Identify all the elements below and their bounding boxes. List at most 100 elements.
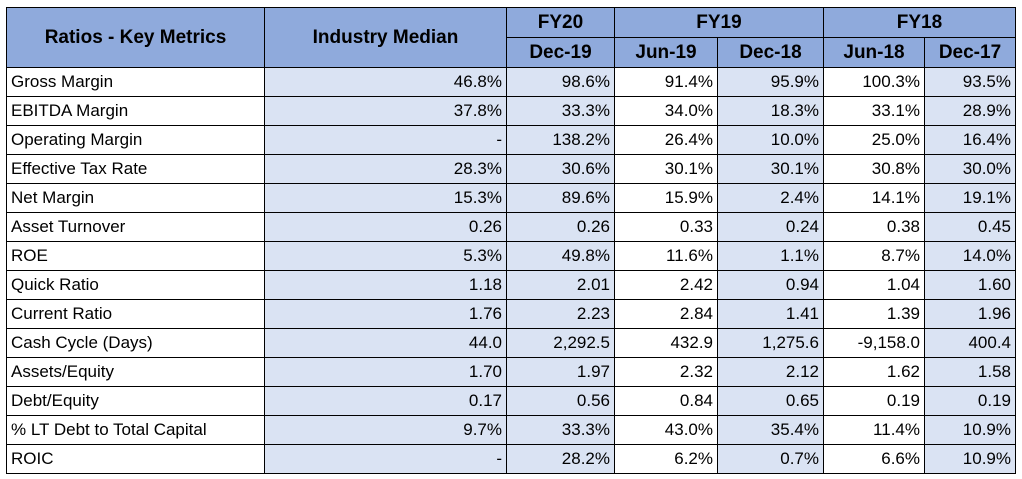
period-value-cell: -9,158.0 <box>823 328 925 358</box>
period-value-cell: 49.8% <box>506 241 615 271</box>
period-value-cell: 0.7% <box>717 444 824 474</box>
period-value-cell: 1.04 <box>823 270 925 300</box>
period-value-cell: 98.6% <box>506 67 615 97</box>
period-header: Jun-18 <box>823 37 925 68</box>
table-body: Gross Margin 46.8% 98.6% 91.4% 95.9% 100.3% 93… <box>6 67 1016 474</box>
period-value-cell: 14.1% <box>823 183 925 213</box>
period-value-cell: 30.0% <box>924 154 1016 184</box>
period-value-cell: 2.4% <box>717 183 824 213</box>
metric-label: Debt/Equity <box>6 386 265 416</box>
period-value-cell: 1.62 <box>823 357 925 387</box>
period-value-cell: 400.4 <box>924 328 1016 358</box>
metric-label: Asset Turnover <box>6 212 265 242</box>
period-header: Jun-19 <box>614 37 718 68</box>
period-value-cell: 33.3% <box>506 415 615 445</box>
period-value-cell: 2.01 <box>506 270 615 300</box>
industry-median-cell: 1.70 <box>264 357 507 387</box>
period-value-cell: 1.97 <box>506 357 615 387</box>
industry-median-cell: 5.3% <box>264 241 507 271</box>
period-value-cell: 2.12 <box>717 357 824 387</box>
period-value-cell: 8.7% <box>823 241 925 271</box>
industry-median-cell: 1.18 <box>264 270 507 300</box>
metric-label: EBITDA Margin <box>6 96 265 126</box>
industry-median-cell: 15.3% <box>264 183 507 213</box>
period-value-cell: 30.1% <box>614 154 718 184</box>
period-value-cell: 0.65 <box>717 386 824 416</box>
industry-median-cell: - <box>264 444 507 474</box>
period-value-cell: 0.19 <box>924 386 1016 416</box>
industry-median-cell: 0.17 <box>264 386 507 416</box>
table-row: Current Ratio 1.76 2.23 2.84 1.41 1.39 1.96 <box>6 299 1016 329</box>
period-value-cell: 15.9% <box>614 183 718 213</box>
period-value-cell: 0.19 <box>823 386 925 416</box>
fiscal-year-header-fy20: FY20 <box>506 7 615 38</box>
table-row: Debt/Equity 0.17 0.56 0.84 0.65 0.19 0.19 <box>6 386 1016 416</box>
period-value-cell: 28.2% <box>506 444 615 474</box>
industry-median-cell: - <box>264 125 507 155</box>
period-value-cell: 30.8% <box>823 154 925 184</box>
period-value-cell: 0.24 <box>717 212 824 242</box>
period-value-cell: 1.1% <box>717 241 824 271</box>
metric-label: Operating Margin <box>6 125 265 155</box>
period-value-cell: 1.58 <box>924 357 1016 387</box>
period-value-cell: 35.4% <box>717 415 824 445</box>
period-value-cell: 0.38 <box>823 212 925 242</box>
industry-median-cell: 9.7% <box>264 415 507 445</box>
table-row: Asset Turnover 0.26 0.26 0.33 0.24 0.38 0.45 <box>6 212 1016 242</box>
metric-label: Net Margin <box>6 183 265 213</box>
table-row: Assets/Equity 1.70 1.97 2.32 2.12 1.62 1.58 <box>6 357 1016 387</box>
period-value-cell: 95.9% <box>717 67 824 97</box>
period-value-cell: 1.39 <box>823 299 925 329</box>
period-value-cell: 93.5% <box>924 67 1016 97</box>
period-value-cell: 1,275.6 <box>717 328 824 358</box>
industry-median-cell: 37.8% <box>264 96 507 126</box>
metric-column-header: Ratios - Key Metrics <box>6 7 265 68</box>
period-value-cell: 10.9% <box>924 415 1016 445</box>
metric-label: % LT Debt to Total Capital <box>6 415 265 445</box>
period-value-cell: 0.33 <box>614 212 718 242</box>
period-value-cell: 2.23 <box>506 299 615 329</box>
period-value-cell: 2.32 <box>614 357 718 387</box>
table-row: Operating Margin -138.2% 26.4% 10.0% 25.0% 16… <box>6 125 1016 155</box>
period-value-cell: 16.4% <box>924 125 1016 155</box>
industry-median-cell: 1.76 <box>264 299 507 329</box>
industry-median-cell: 0.26 <box>264 212 507 242</box>
period-header: Dec-19 <box>506 37 615 68</box>
metric-label: Assets/Equity <box>6 357 265 387</box>
period-value-cell: 1.60 <box>924 270 1016 300</box>
period-value-cell: 11.4% <box>823 415 925 445</box>
period-value-cell: 2,292.5 <box>506 328 615 358</box>
table-row: Cash Cycle (Days) 44.0 2,292.5 432.9 1,275.6… <box>6 328 1016 358</box>
industry-median-cell: 44.0 <box>264 328 507 358</box>
period-header: Dec-18 <box>717 37 824 68</box>
period-value-cell: 25.0% <box>823 125 925 155</box>
period-value-cell: 43.0% <box>614 415 718 445</box>
period-value-cell: 91.4% <box>614 67 718 97</box>
table-row: Net Margin 15.3% 89.6% 15.9% 2.4% 14.1% 19.1% <box>6 183 1016 213</box>
period-value-cell: 1.96 <box>924 299 1016 329</box>
period-value-cell: 2.84 <box>614 299 718 329</box>
metric-label: ROE <box>6 241 265 271</box>
table-header: Ratios - Key Metrics Industry Median FY2… <box>6 7 1016 68</box>
period-value-cell: 138.2% <box>506 125 615 155</box>
period-value-cell: 89.6% <box>506 183 615 213</box>
period-value-cell: 0.94 <box>717 270 824 300</box>
table-row: % LT Debt to Total Capital 9.7% 33.3% 43.0%… <box>6 415 1016 445</box>
period-value-cell: 0.26 <box>506 212 615 242</box>
period-value-cell: 0.56 <box>506 386 615 416</box>
industry-median-header: Industry Median <box>264 7 507 68</box>
period-value-cell: 33.1% <box>823 96 925 126</box>
metric-label: Gross Margin <box>6 67 265 97</box>
period-value-cell: 0.45 <box>924 212 1016 242</box>
period-value-cell: 1.41 <box>717 299 824 329</box>
period-value-cell: 0.84 <box>614 386 718 416</box>
table-row: Quick Ratio 1.18 2.01 2.42 0.94 1.04 1.60 <box>6 270 1016 300</box>
period-value-cell: 28.9% <box>924 96 1016 126</box>
period-value-cell: 10.0% <box>717 125 824 155</box>
table-row: EBITDA Margin 37.8% 33.3% 34.0% 18.3% 33.1% 28… <box>6 96 1016 126</box>
period-value-cell: 2.42 <box>614 270 718 300</box>
period-value-cell: 6.2% <box>614 444 718 474</box>
fiscal-year-header-fy19: FY19 <box>614 7 824 38</box>
metric-label: Quick Ratio <box>6 270 265 300</box>
table-row: Gross Margin 46.8% 98.6% 91.4% 95.9% 100.3% 93… <box>6 67 1016 97</box>
